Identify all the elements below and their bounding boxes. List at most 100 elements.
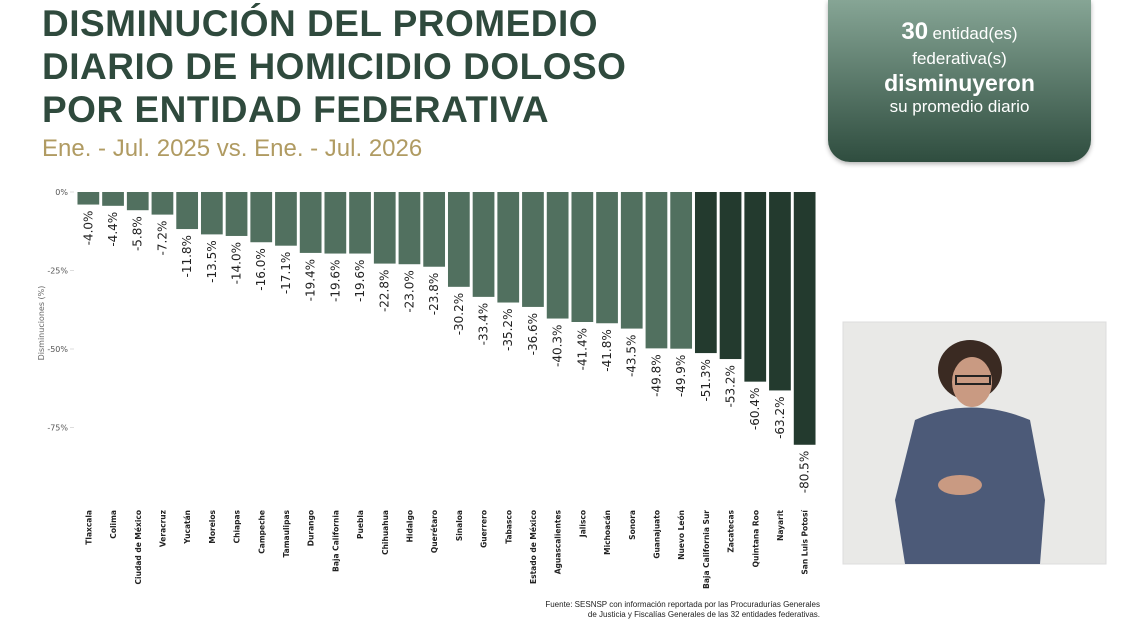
x-tick-label: Tabasco xyxy=(504,510,513,544)
value-label: -19.4% xyxy=(304,259,318,301)
value-label: -49.8% xyxy=(649,354,663,396)
x-tick-label: Sonora xyxy=(628,510,637,540)
x-tick-label: Aguascalientes xyxy=(554,509,563,574)
x-tick-label: Durango xyxy=(307,510,316,546)
value-label: -43.5% xyxy=(625,335,639,377)
bar xyxy=(447,192,470,287)
bar xyxy=(398,192,421,265)
value-label: -16.0% xyxy=(254,248,268,290)
bar xyxy=(620,192,643,329)
value-label: -41.4% xyxy=(575,328,589,370)
bar xyxy=(645,192,668,349)
bar xyxy=(596,192,618,324)
chart-subtitle: Ene. - Jul. 2025 vs. Ene. - Jul. 2026 xyxy=(42,135,423,162)
chart-title: DISMINUCIÓN DEL PROMEDIO DIARIO DE HOMIC… xyxy=(42,3,627,130)
x-tick-label: San Luis Potosí xyxy=(801,510,810,575)
x-tick-label: Yucatán xyxy=(183,510,192,545)
value-label: -14.0% xyxy=(230,242,244,284)
bar xyxy=(324,192,347,254)
x-tick-label: Veracruz xyxy=(158,510,167,547)
x-tick-label: Michoacán xyxy=(603,510,612,555)
value-label: -49.9% xyxy=(674,355,688,397)
x-tick-label: Campeche xyxy=(257,510,266,554)
value-label: -35.2% xyxy=(501,309,515,351)
x-tick-label: Hidalgo xyxy=(405,510,414,542)
y-axis-label: Disminuciones (%) xyxy=(37,286,46,361)
x-tick-label: Sinaloa xyxy=(455,510,464,541)
value-label: -5.8% xyxy=(131,216,145,251)
x-tick-label: Nuevo León xyxy=(677,510,686,560)
x-tick-label: Baja California Sur xyxy=(702,510,711,589)
bar xyxy=(299,192,322,253)
callout-count: 30 xyxy=(901,18,929,45)
bar xyxy=(694,192,717,354)
x-tick-label: Guanajuato xyxy=(652,510,661,559)
bar xyxy=(275,192,297,246)
value-label: -33.4% xyxy=(477,303,491,345)
x-tick-label: Querétaro xyxy=(430,510,439,553)
callout-text: federativa(s) xyxy=(912,49,1007,68)
bar xyxy=(670,192,693,349)
bar xyxy=(472,192,495,297)
x-tick-label: Nayarit xyxy=(776,510,785,541)
value-label: -40.3% xyxy=(551,325,565,367)
x-tick-label: Baja California xyxy=(331,510,340,572)
bar xyxy=(769,192,791,391)
value-label: -13.5% xyxy=(205,240,219,282)
value-label: -4.0% xyxy=(81,211,95,246)
bar xyxy=(522,192,544,307)
x-tick-label: Puebla xyxy=(356,510,365,539)
x-tick-label: Estado de México xyxy=(529,510,538,584)
bar xyxy=(349,192,371,254)
bar xyxy=(373,192,396,264)
source-line: Fuente: SESNSP con información reportada… xyxy=(545,600,820,609)
value-label: -22.8% xyxy=(378,270,392,312)
source-line: de Justicia y Fiscalías Generales de las… xyxy=(587,610,820,619)
y-tick-label: -25% xyxy=(47,267,68,276)
x-tick-label: Jalisco xyxy=(578,510,587,538)
value-label: -19.6% xyxy=(353,260,367,302)
value-label: -53.2% xyxy=(724,365,738,407)
callout: 30 entidad(es) federativa(s) disminuyero… xyxy=(828,0,1091,162)
x-tick-label: Quintana Roo xyxy=(751,510,760,567)
bar xyxy=(102,192,124,206)
bar xyxy=(744,192,767,382)
value-label: -19.6% xyxy=(328,260,342,302)
x-tick-label: Colima xyxy=(109,510,118,539)
value-label: -4.4% xyxy=(106,212,120,247)
value-label: -7.2% xyxy=(155,221,169,256)
x-tick-label: Chiapas xyxy=(233,509,242,543)
bar xyxy=(77,192,100,205)
value-label: -51.3% xyxy=(699,359,713,401)
bar xyxy=(126,192,149,211)
source-note: Fuente: SESNSP con información reportada… xyxy=(545,600,820,620)
x-tick-label: Chihuahua xyxy=(381,510,390,555)
bar xyxy=(423,192,446,267)
value-label: -80.5% xyxy=(798,451,812,493)
bar xyxy=(571,192,594,322)
y-tick-label: -75% xyxy=(47,424,68,433)
bar xyxy=(151,192,174,215)
value-label: -23.0% xyxy=(402,270,416,312)
value-label: -30.2% xyxy=(452,293,466,335)
callout-text: su promedio diario xyxy=(889,97,1030,116)
bar xyxy=(176,192,199,230)
bar xyxy=(200,192,223,235)
value-label: -41.8% xyxy=(600,329,614,371)
value-label: -23.8% xyxy=(427,273,441,315)
interpreter-video xyxy=(842,321,1107,565)
callout-text: disminuyeron xyxy=(884,70,1035,96)
value-label: -63.2% xyxy=(773,396,787,438)
x-tick-label: Guerrero xyxy=(480,510,489,548)
value-label: -60.4% xyxy=(748,388,762,430)
bar xyxy=(250,192,273,243)
bar xyxy=(497,192,520,303)
x-tick-label: Ciudad de México xyxy=(134,510,143,584)
bar xyxy=(546,192,569,319)
x-tick-label: Tlaxcala xyxy=(84,510,93,545)
value-label: -11.8% xyxy=(180,235,194,277)
bar xyxy=(225,192,248,236)
x-tick-label: Zacatecas xyxy=(727,509,736,552)
